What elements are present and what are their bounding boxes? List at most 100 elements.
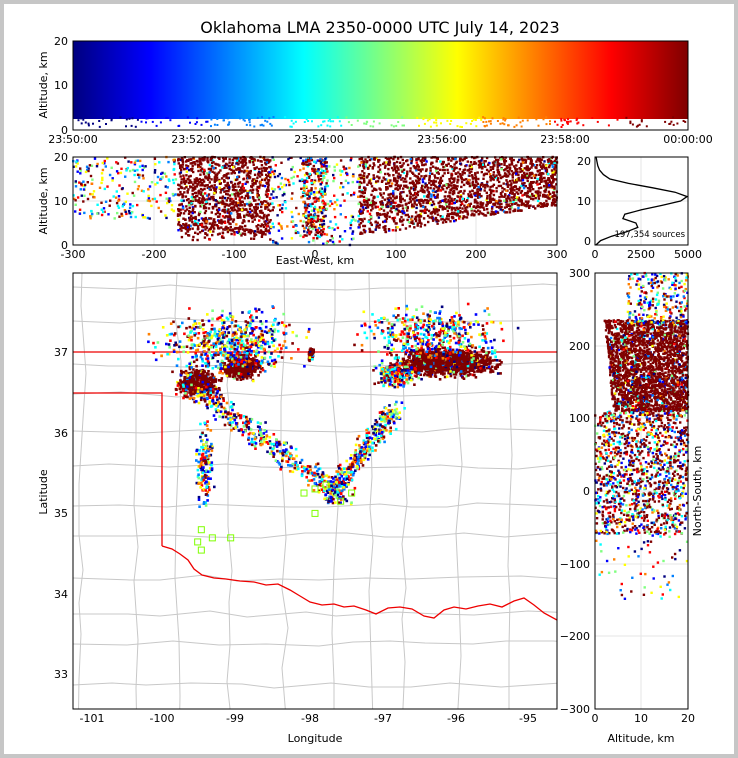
ew-source-point	[483, 208, 486, 211]
ew-source-point	[437, 201, 440, 205]
ew-source-point	[228, 167, 231, 171]
ew-source-point	[180, 225, 183, 228]
ew-source-point	[399, 220, 402, 223]
time-source-point	[206, 120, 209, 123]
ew-source-point	[360, 218, 363, 221]
ew-source-point	[329, 200, 332, 203]
ew-source-point	[236, 160, 239, 164]
map-source-point	[391, 363, 394, 367]
ew-source-point	[385, 215, 388, 218]
ew-source-point	[421, 168, 424, 171]
ew-source-point	[259, 225, 262, 228]
map-source-point	[473, 364, 477, 367]
ew-source-point	[405, 159, 408, 163]
time-source-point	[560, 126, 563, 128]
map-source-point	[469, 369, 473, 372]
ew-source-point	[315, 220, 318, 223]
ew-source-point	[453, 168, 456, 171]
ew-source-point	[231, 220, 235, 223]
ew-source-point	[431, 172, 434, 175]
ew-ytick: 20	[54, 151, 68, 164]
ew-source-point	[286, 225, 289, 228]
time-source-point	[575, 119, 578, 122]
ew-source-point	[414, 219, 418, 223]
ew-source-point	[112, 195, 115, 198]
ew-source-point	[258, 185, 261, 189]
time-source-point	[305, 118, 308, 121]
time-source-point	[507, 124, 510, 127]
ew-source-point	[325, 241, 329, 245]
ew-source-point	[432, 183, 436, 186]
ew-source-point	[200, 178, 203, 182]
ew-source-point	[436, 167, 439, 170]
ew-source-point	[271, 170, 274, 173]
altitude-histogram-panel: 197,354 sources 20 10 0 0 2500 5000	[577, 155, 702, 261]
ew-source-point	[257, 223, 260, 227]
ew-source-point	[410, 221, 414, 225]
ew-source-point	[386, 157, 389, 161]
ew-source-point	[328, 204, 332, 208]
time-source-point	[542, 118, 545, 121]
ew-source-point	[254, 167, 257, 170]
ew-source-point	[553, 200, 557, 204]
ew-source-point	[454, 157, 457, 161]
ew-source-point	[482, 177, 485, 180]
ew-source-point	[409, 196, 412, 199]
county-line	[73, 427, 557, 434]
ew-source-point	[361, 206, 365, 209]
ew-source-point	[177, 218, 180, 221]
ew-source-point	[102, 207, 106, 210]
ew-source-point	[399, 193, 402, 196]
ew-source-point	[232, 206, 236, 209]
ew-source-point	[172, 168, 175, 171]
ew-source-point	[305, 171, 308, 175]
ew-source-point	[213, 221, 217, 224]
ew-source-point	[443, 207, 447, 210]
ew-source-point	[383, 166, 387, 169]
ew-source-point	[432, 210, 435, 213]
ew-source-point	[129, 203, 132, 206]
map-source-point	[477, 354, 481, 357]
time-source-point	[607, 124, 610, 127]
ew-source-point	[555, 183, 558, 186]
ew-source-point	[313, 170, 316, 173]
ew-source-point	[241, 232, 244, 235]
ew-source-point	[510, 203, 514, 206]
time-source-point	[292, 122, 295, 125]
ew-source-point	[177, 193, 180, 197]
ew-source-point	[512, 165, 516, 168]
ew-source-point	[379, 192, 382, 195]
ew-source-point	[318, 189, 322, 193]
ew-source-point	[310, 158, 314, 162]
ew-source-point	[500, 202, 503, 206]
ew-source-point	[531, 172, 534, 176]
ew-source-point	[392, 218, 395, 222]
ew-source-point	[491, 189, 494, 193]
county-line	[174, 273, 182, 709]
ew-source-point	[485, 198, 488, 201]
ew-source-point	[543, 180, 546, 183]
ew-source-point	[223, 221, 227, 224]
ew-source-point	[531, 164, 534, 167]
ew-source-point	[523, 176, 526, 179]
time-source-point	[322, 120, 325, 123]
ew-source-point	[381, 196, 384, 199]
ew-source-point	[504, 156, 507, 159]
ew-source-point	[262, 166, 266, 170]
ew-source-point	[454, 186, 457, 189]
ew-source-point	[397, 184, 400, 187]
ew-source-point	[455, 214, 459, 217]
ew-source-point	[520, 203, 523, 207]
ew-source-point	[267, 183, 270, 187]
ew-source-point	[290, 176, 293, 180]
time-source-point	[290, 119, 293, 122]
ew-source-point	[340, 182, 343, 185]
ew-source-point	[229, 202, 233, 205]
ew-source-point	[535, 180, 539, 183]
ew-xtick: -200	[142, 248, 167, 261]
ew-source-point	[322, 159, 325, 162]
ew-source-point	[254, 209, 257, 212]
ew-source-point	[551, 185, 554, 189]
ew-source-point	[223, 208, 226, 211]
time-source-point	[372, 125, 375, 128]
